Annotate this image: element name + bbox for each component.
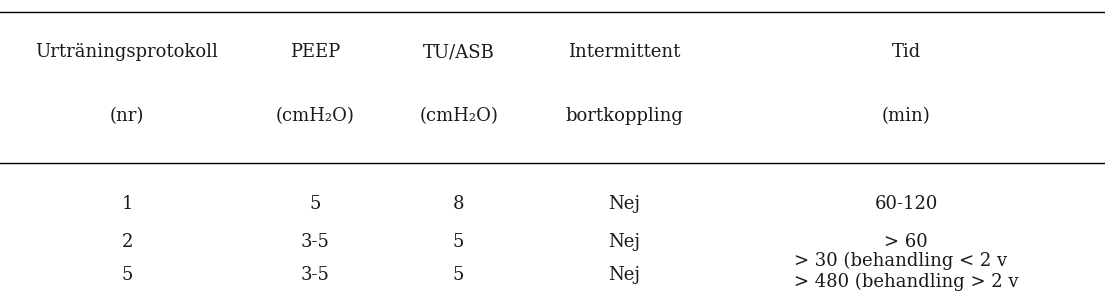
Text: 5: 5 <box>453 233 464 251</box>
Text: 2: 2 <box>122 233 133 251</box>
Text: 3-5: 3-5 <box>301 266 329 284</box>
Text: (min): (min) <box>882 107 930 125</box>
Text: 60-120: 60-120 <box>874 195 938 213</box>
Text: > 30 (behandling < 2 v
> 480 (behandling > 2 v: > 30 (behandling < 2 v > 480 (behandling… <box>793 252 1019 291</box>
Text: Tid: Tid <box>892 43 920 61</box>
Text: TU/ASB: TU/ASB <box>422 43 495 61</box>
Text: (cmH₂O): (cmH₂O) <box>419 107 498 125</box>
Text: (cmH₂O): (cmH₂O) <box>275 107 355 125</box>
Text: bortkoppling: bortkoppling <box>566 107 683 125</box>
Text: 1: 1 <box>122 195 133 213</box>
Text: PEEP: PEEP <box>290 43 340 61</box>
Text: 5: 5 <box>122 266 133 284</box>
Text: Nej: Nej <box>609 266 640 284</box>
Text: > 60: > 60 <box>884 233 928 251</box>
Text: Urträningsprotokoll: Urträningsprotokoll <box>35 43 219 61</box>
Text: Nej: Nej <box>609 195 640 213</box>
Text: 5: 5 <box>309 195 320 213</box>
Text: 5: 5 <box>453 266 464 284</box>
Text: Nej: Nej <box>609 233 640 251</box>
Text: (nr): (nr) <box>109 107 145 125</box>
Text: 3-5: 3-5 <box>301 233 329 251</box>
Text: Intermittent: Intermittent <box>568 43 681 61</box>
Text: 8: 8 <box>453 195 464 213</box>
